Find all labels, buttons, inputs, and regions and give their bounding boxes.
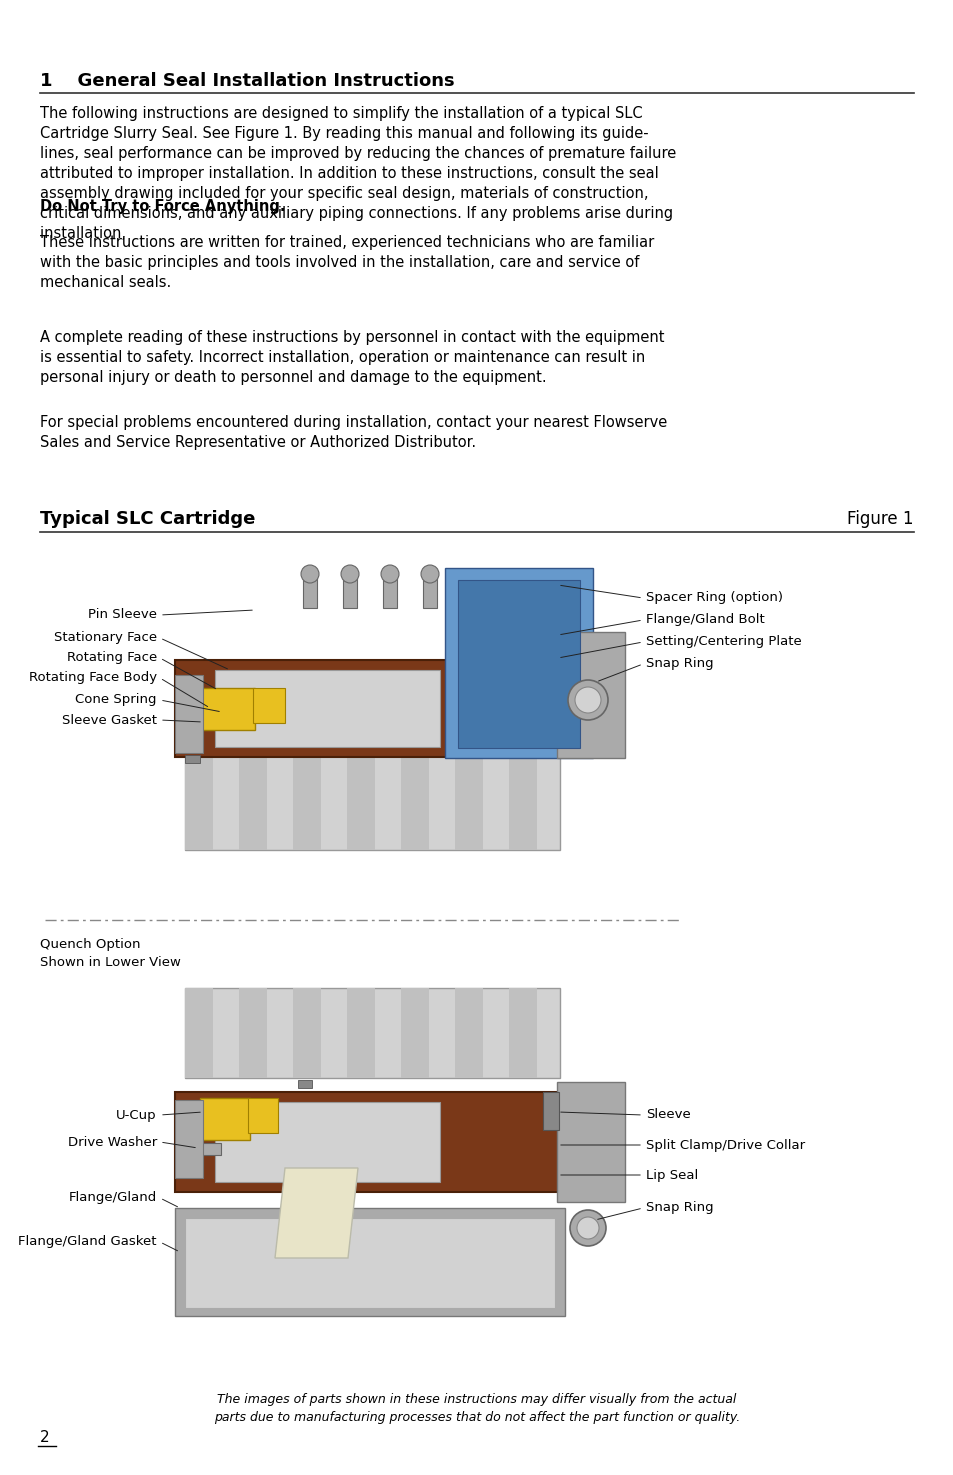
Text: The images of parts shown in these instructions may differ visually from the act: The images of parts shown in these instr…: [213, 1392, 740, 1423]
Circle shape: [340, 565, 358, 583]
Text: Stationary Face: Stationary Face: [53, 631, 157, 645]
Circle shape: [569, 1210, 605, 1246]
Bar: [347, 988, 375, 1078]
Text: Quench Option
Shown in Lower View: Quench Option Shown in Lower View: [40, 938, 181, 969]
Bar: [557, 631, 624, 758]
Bar: [214, 1102, 439, 1181]
Text: Sleeve: Sleeve: [645, 1109, 690, 1121]
Bar: [185, 755, 559, 850]
Bar: [293, 755, 320, 850]
Bar: [174, 676, 203, 754]
Text: These instructions are written for trained, experienced technicians who are fami: These instructions are written for train…: [40, 235, 654, 291]
Circle shape: [420, 565, 438, 583]
Bar: [400, 988, 429, 1078]
Text: Flange/Gland: Flange/Gland: [69, 1192, 157, 1205]
Text: Lip Seal: Lip Seal: [645, 1168, 698, 1181]
Bar: [347, 755, 375, 850]
Text: Figure 1: Figure 1: [846, 510, 913, 528]
Bar: [193, 1143, 221, 1155]
Bar: [557, 1083, 624, 1202]
Text: U-Cup: U-Cup: [116, 1109, 157, 1121]
Text: Do Not Try to Force Anything.: Do Not Try to Force Anything.: [40, 199, 285, 214]
Text: Drive Washer: Drive Washer: [68, 1136, 157, 1149]
Bar: [200, 1097, 250, 1140]
Bar: [509, 755, 537, 850]
Bar: [200, 687, 254, 730]
Bar: [422, 578, 436, 608]
Bar: [174, 1208, 564, 1316]
Text: The following instructions are designed to simplify the installation of a typica: The following instructions are designed …: [40, 106, 676, 242]
Bar: [174, 1100, 203, 1179]
Bar: [185, 755, 200, 763]
Bar: [457, 580, 579, 748]
Bar: [400, 755, 429, 850]
Bar: [174, 659, 564, 757]
Bar: [185, 988, 559, 1078]
Circle shape: [567, 680, 607, 720]
Text: Split Clamp/Drive Collar: Split Clamp/Drive Collar: [645, 1139, 804, 1152]
Circle shape: [577, 1217, 598, 1239]
Text: Typical SLC Cartridge: Typical SLC Cartridge: [40, 510, 255, 528]
Circle shape: [575, 687, 600, 712]
Bar: [542, 1092, 558, 1130]
Text: Flange/Gland Gasket: Flange/Gland Gasket: [18, 1236, 157, 1248]
Bar: [214, 670, 439, 746]
Text: 1    General Seal Installation Instructions: 1 General Seal Installation Instructions: [40, 72, 455, 90]
Bar: [239, 988, 267, 1078]
Bar: [253, 687, 285, 723]
Text: For special problems encountered during installation, contact your nearest Flows: For special problems encountered during …: [40, 414, 666, 450]
Bar: [509, 988, 537, 1078]
Bar: [185, 988, 213, 1078]
Text: 2: 2: [40, 1429, 50, 1445]
Bar: [444, 568, 593, 758]
Bar: [185, 755, 213, 850]
Bar: [248, 1097, 277, 1133]
Bar: [297, 1080, 312, 1089]
Text: Snap Ring: Snap Ring: [645, 658, 713, 671]
Text: Rotating Face Body: Rotating Face Body: [29, 671, 157, 684]
Polygon shape: [274, 1168, 357, 1258]
Bar: [343, 578, 356, 608]
Text: Snap Ring: Snap Ring: [645, 1202, 713, 1214]
Circle shape: [380, 565, 398, 583]
Text: Sleeve Gasket: Sleeve Gasket: [62, 714, 157, 727]
Text: Pin Sleeve: Pin Sleeve: [88, 609, 157, 621]
Bar: [382, 578, 396, 608]
Text: Setting/Centering Plate: Setting/Centering Plate: [645, 636, 801, 649]
Bar: [185, 1218, 555, 1308]
Bar: [174, 1092, 564, 1192]
Bar: [303, 578, 316, 608]
Text: Spacer Ring (option): Spacer Ring (option): [645, 591, 782, 605]
Bar: [293, 988, 320, 1078]
Bar: [239, 755, 267, 850]
Text: Flange/Gland Bolt: Flange/Gland Bolt: [645, 614, 764, 627]
Circle shape: [301, 565, 318, 583]
Bar: [455, 988, 482, 1078]
Text: Rotating Face: Rotating Face: [67, 652, 157, 665]
Text: A complete reading of these instructions by personnel in contact with the equipm: A complete reading of these instructions…: [40, 330, 664, 385]
Bar: [455, 755, 482, 850]
Text: Cone Spring: Cone Spring: [75, 693, 157, 707]
